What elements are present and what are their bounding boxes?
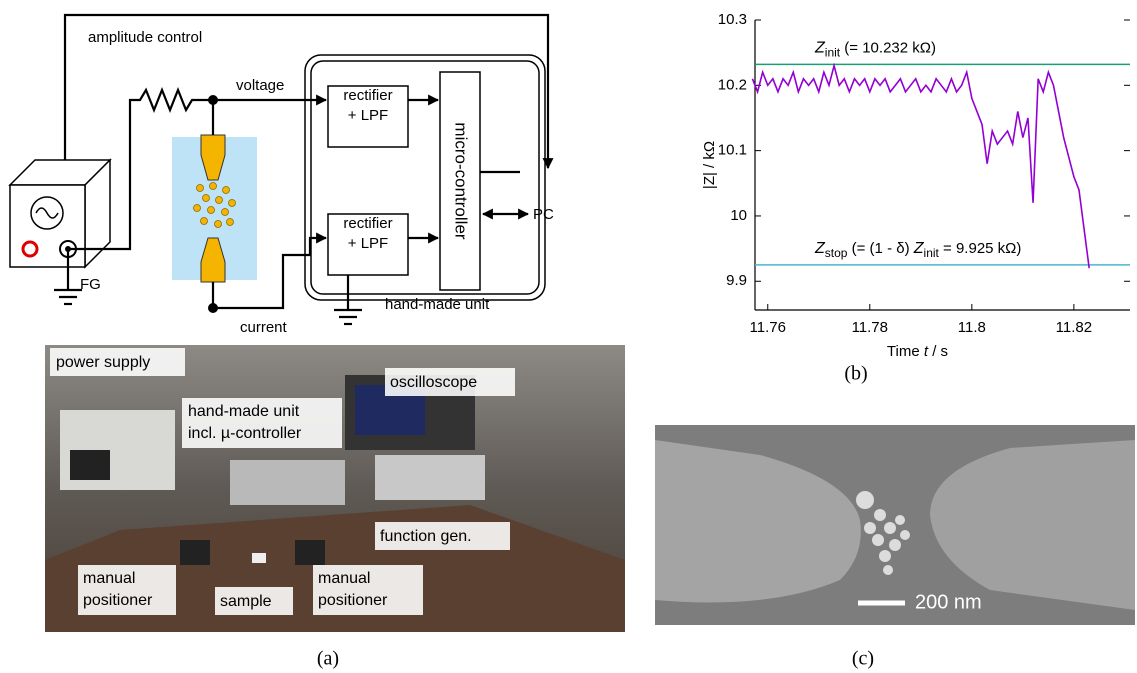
label-line: positioner	[83, 592, 153, 609]
x-axis-label-part: / s	[928, 343, 948, 360]
photo-label: oscilloscope	[390, 374, 477, 391]
label-line: + LPF	[348, 235, 388, 252]
equipment	[180, 540, 210, 565]
label-line: + LPF	[348, 107, 388, 124]
label: amplitude control	[88, 29, 202, 46]
x-tick-label: 11.76	[750, 319, 786, 336]
reference-label-part: stop	[825, 246, 848, 260]
y-tick-label: 10	[730, 207, 747, 224]
label-line: rectifier	[343, 215, 392, 232]
y-tick-label: 9.9	[726, 272, 747, 289]
photo-label: power supply	[56, 354, 150, 371]
caption: (b)	[844, 363, 867, 385]
photo-label: sample	[220, 593, 272, 610]
reference-label-part: init	[825, 46, 841, 60]
photo: power supply hand-made unit incl. µ-contr…	[45, 345, 625, 632]
label-line: rectifier	[343, 87, 392, 104]
scale-label: 200 nm	[915, 591, 982, 613]
x-tick-label: 11.8	[958, 319, 986, 336]
caption: (c)	[852, 648, 874, 670]
caption: (a)	[317, 648, 339, 670]
reference-label: Zstop (= (1 - δ) Zinit = 9.925 kΩ)	[814, 240, 1021, 260]
label: FG	[80, 276, 101, 293]
label-line: manual	[318, 570, 370, 587]
figure: amplitude control voltage current rectif…	[0, 0, 1137, 673]
y-tick-label: 10.3	[718, 11, 747, 28]
y-tick-label: 10.2	[718, 76, 747, 93]
reference-label-part: (= 10.232 kΩ)	[840, 39, 936, 56]
reference-label-part: = 9.925 kΩ)	[939, 240, 1022, 257]
label-line: incl. µ-controller	[188, 425, 302, 442]
photo-label: function gen.	[380, 528, 472, 545]
chart: 9.9 10 10.1 10.2 10.3 11.76 11.78 11.8 11.82 |Z| …	[701, 11, 1130, 360]
label-line: hand-made unit	[188, 403, 300, 420]
label: micro-controller	[452, 122, 471, 239]
reference-label-part: (= (1 - δ)	[847, 240, 913, 257]
x-axis-label: Time t / s	[887, 343, 948, 360]
label-line: positioner	[318, 592, 388, 609]
y-tick-label: 10.1	[718, 142, 747, 159]
circuit-diagram: amplitude control voltage current rectif…	[10, 15, 554, 336]
reference-label: Zinit (= 10.232 kΩ)	[814, 39, 936, 59]
equipment	[295, 540, 325, 565]
reference-label-part: init	[924, 246, 940, 260]
label: current	[240, 319, 288, 336]
equipment	[70, 450, 110, 480]
x-axis-label-part: Time	[887, 343, 924, 360]
label: hand-made unit	[385, 296, 490, 313]
equipment	[230, 460, 345, 505]
label: voltage	[236, 77, 284, 94]
equipment	[252, 553, 266, 563]
y-axis-label: |Z| / kΩ	[701, 141, 718, 189]
label: PC	[533, 206, 554, 223]
sem-image: 200 nm	[655, 425, 1135, 625]
x-tick-label: 11.82	[1056, 319, 1092, 336]
label-line: manual	[83, 570, 135, 587]
data-line	[752, 66, 1089, 268]
equipment	[375, 455, 485, 500]
x-tick-label: 11.78	[852, 319, 888, 336]
